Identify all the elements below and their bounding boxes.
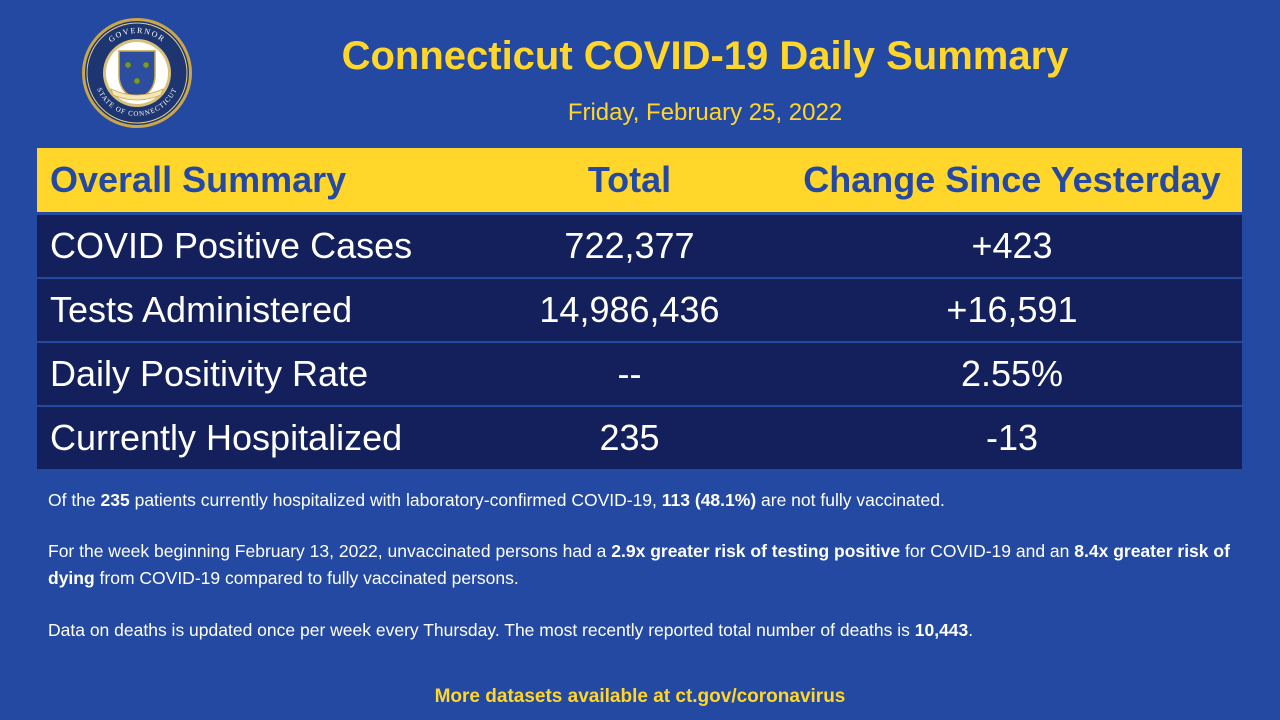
row-label: Currently Hospitalized [50, 417, 403, 458]
note-text: Of the [48, 490, 101, 510]
row-change: -13 [985, 417, 1039, 458]
row-change: 2.55% [960, 353, 1064, 394]
risk-note: For the week beginning February 13, 2022… [48, 538, 1233, 592]
row-total: 722,377 [564, 225, 695, 266]
hospitalization-note: Of the 235 patients currently hospitaliz… [48, 487, 1248, 514]
note-text: . [968, 620, 974, 640]
note-bold: 113 (48.1%) [661, 490, 757, 510]
table-row-hospitalized: Currently Hospitalized 235 -13 [37, 407, 1242, 469]
note-text: For the week beginning February 13, 2022… [48, 541, 612, 561]
note-bold: 235 [100, 490, 130, 510]
column-header-overall-summary: Overall Summary [50, 159, 347, 200]
deaths-note: Data on deaths is updated once per week … [48, 617, 1248, 644]
row-total: -- [617, 353, 642, 394]
note-text: for COVID-19 and an [900, 541, 1075, 561]
column-header-total: Total [587, 159, 672, 200]
row-label: Tests Administered [50, 289, 353, 330]
row-label: COVID Positive Cases [50, 225, 413, 266]
page-title: Connecticut COVID-19 Daily Summary [341, 34, 1069, 78]
table-row-tests-administered: Tests Administered 14,986,436 +16,591 [37, 279, 1242, 341]
row-change: +16,591 [946, 289, 1078, 330]
note-bold: 10,443 [914, 620, 969, 640]
note-text: from COVID-19 compared to fully vaccinat… [94, 568, 519, 588]
governor-seal-logo: GOVERNOR STATE OF CONNECTICUT [82, 18, 192, 128]
row-total: 235 [599, 417, 660, 458]
row-change: +423 [971, 225, 1053, 266]
note-text: patients currently hospitalized with lab… [129, 490, 662, 510]
report-date: Friday, February 25, 2022 [567, 99, 843, 126]
column-header-change: Change Since Yesterday [803, 159, 1221, 200]
row-total: 14,986,436 [539, 289, 720, 330]
note-text: Data on deaths is updated once per week … [48, 620, 915, 640]
note-text: are not fully vaccinated. [756, 490, 945, 510]
table-row-positive-cases: COVID Positive Cases 722,377 +423 [37, 215, 1242, 277]
table-header-row: Overall Summary Total Change Since Yeste… [37, 148, 1242, 212]
footer-datasets-link[interactable]: More datasets available at ct.gov/corona… [434, 686, 846, 707]
summary-table: Overall Summary Total Change Since Yeste… [37, 148, 1242, 471]
note-bold: 2.9x greater risk of testing positive [611, 541, 901, 561]
row-label: Daily Positivity Rate [50, 353, 369, 394]
table-row-positivity-rate: Daily Positivity Rate -- 2.55% [37, 343, 1242, 405]
note-bold: 8.4x greater risk of dying [48, 541, 1230, 588]
